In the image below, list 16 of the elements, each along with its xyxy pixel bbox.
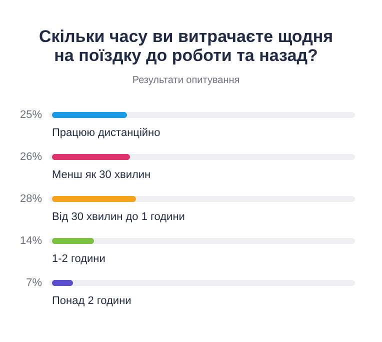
- bar: [52, 196, 136, 202]
- y-tick-label: Понад 2 години: [52, 295, 132, 307]
- chart-title: Скільки часу ви витрачаєте щодня на поїздку до роботи та назад?: [38, 27, 334, 65]
- y-tick-label: 1-2 години: [52, 253, 106, 265]
- bar: [52, 238, 94, 244]
- data-label: 25%: [20, 109, 42, 121]
- data-label: 14%: [20, 235, 42, 247]
- data-label: 28%: [20, 193, 42, 205]
- bar: [52, 154, 130, 160]
- y-tick-label: Працюю дистанційно: [52, 127, 160, 139]
- y-tick-label: Менш як 30 хвилин: [52, 169, 151, 181]
- chart-subtitle: Результати опитування: [132, 75, 240, 86]
- bar: [52, 112, 127, 118]
- data-label: 7%: [26, 277, 42, 289]
- y-tick-label: Від 30 хвилин до 1 години: [52, 211, 185, 223]
- data-label: 26%: [20, 151, 42, 163]
